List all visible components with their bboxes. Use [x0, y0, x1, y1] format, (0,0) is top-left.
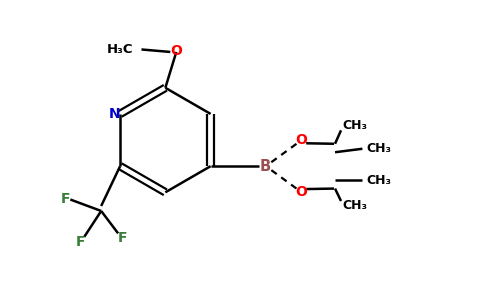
- Text: F: F: [60, 191, 70, 206]
- Text: CH₃: CH₃: [343, 200, 367, 212]
- Text: O: O: [170, 44, 182, 58]
- Text: F: F: [76, 235, 85, 249]
- Text: H₃C: H₃C: [106, 43, 133, 56]
- Text: F: F: [117, 231, 127, 245]
- Text: CH₃: CH₃: [366, 142, 391, 155]
- Text: CH₃: CH₃: [366, 174, 391, 187]
- Text: O: O: [295, 185, 307, 199]
- Text: O: O: [295, 133, 307, 147]
- Text: N: N: [108, 107, 120, 121]
- Text: B: B: [260, 159, 271, 174]
- Text: CH₃: CH₃: [343, 119, 367, 132]
